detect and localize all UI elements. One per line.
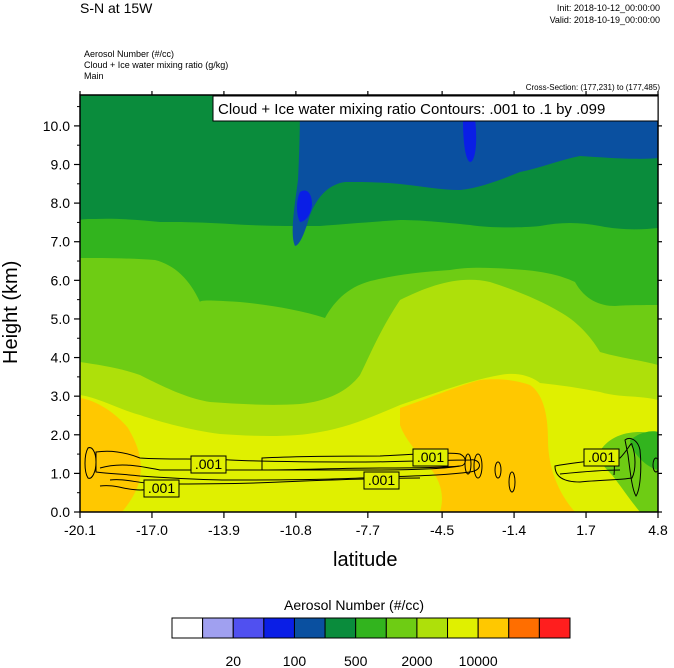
x-axis-label: latitude [333,549,398,571]
colorbar-tick-label: 20 [225,653,241,668]
y-tick-label: 0.0 [51,504,71,520]
contour-line [84,447,97,479]
contour-line [508,471,516,493]
x-tick-label: 1.7 [576,522,596,538]
y-tick-label: 10.0 [43,118,70,134]
cross-section-label: Cross-Section: (177,231) to (177,485) [525,83,660,92]
colorbar-tick-label: 2000 [401,653,432,668]
colorbar-swatch [538,617,571,639]
contour-label-box [190,455,227,474]
x-tick-label: -7.7 [356,522,380,538]
contour-label: .001 [588,449,615,465]
contour-legend: Cloud + Ice water mixing ratio Contours:… [212,95,659,122]
x-tick-label: -4.5 [430,522,454,538]
field-aerosol: Aerosol Number (#/cc) [84,49,175,59]
y-tick-label: 8.0 [51,195,71,211]
x-tick-label: 4.8 [648,522,668,538]
y-tick-label: 2.0 [51,427,71,443]
contour-label: .001 [368,472,395,488]
colorbar-swatch [171,617,204,639]
band-6 [292,95,658,246]
y-tick-label: 1.0 [51,465,71,481]
colorbar-swatch [477,617,510,639]
colorbar-swatch [263,617,295,639]
field-cloud-ice: Cloud + Ice water mixing ratio (g/kg) [84,60,229,70]
colorbar-swatch [324,617,357,639]
band-12 [630,431,658,470]
band-10 [400,379,575,512]
contour-legend-text: Cloud + Ice water mixing ratio Contours:… [218,101,605,118]
contour-line [559,469,621,475]
colorbar-tick-label: 100 [283,653,307,668]
colorbar-tick-label: 500 [344,653,368,668]
y-tick-label: 6.0 [51,272,71,288]
x-tick-label: -13.9 [208,522,240,538]
x-tick-label: -17.0 [136,522,168,538]
field-main: Main [84,71,104,81]
time-info: Init: 2018-10-12_00:00:00 Valid: 2018-10… [550,2,660,26]
field-list: Aerosol Number (#/cc) Cloud + Ice water … [84,49,228,82]
colorbar-swatch [293,617,326,639]
page-title: S-N at 15W [80,0,153,16]
colorbar-swatch [385,617,418,639]
contour-legend-box [212,95,659,122]
colorbar-swatch [355,617,387,639]
band-9 [80,398,141,512]
colorbar-swatch [447,617,479,639]
colorbar-swatch [232,617,265,639]
contour-label-box [143,479,180,498]
contour-label-box [363,471,400,490]
y-axis: 0.0 1.0 2.0 3.0 4.0 5.0 6.0 7.0 8.0 9.0 10.0 [43,106,662,520]
colorbar-swatch [202,617,234,639]
contour-line [624,437,642,497]
y-tick-label: 3.0 [51,388,71,404]
x-tick-label: -10.8 [280,522,312,538]
contour-label: .001 [417,449,444,465]
x-axis: -20.1 -17.0 -13.9 -10.8 -7.7 -4.5 -1.4 1.7 4.8 [64,91,668,538]
y-tick-label: 4.0 [51,350,71,366]
contour-label-box [583,448,620,467]
y-tick-label: 5.0 [51,311,71,327]
aerosol-field [80,95,658,512]
contour-label: .001 [195,456,222,472]
colorbar-title: Aerosol Number (#/cc) [284,597,425,613]
contour-line [473,453,483,479]
colorbar-tick-label: 10000 [459,653,498,668]
x-tick-label: -1.4 [502,522,526,538]
band-8 [297,190,312,222]
y-axis-label: Height (km) [0,260,22,364]
y-tick-label: 9.0 [51,157,71,173]
contour-label: .001 [148,480,175,496]
contour-line [652,457,658,473]
colorbar: 20 100 500 2000 10000 [171,617,571,668]
contour-line [494,461,502,479]
y-tick-label: 7.0 [51,234,71,250]
x-tick-label: -20.1 [64,522,96,538]
contour-labels: .001 .001 .001 .001 .001 [143,448,620,498]
init-time: Init: 2018-10-12_00:00:00 [556,3,660,13]
colorbar-swatch [416,617,449,639]
contour-line [464,453,472,475]
valid-time: Valid: 2018-10-19_00:00:00 [549,15,660,25]
colorbar-swatch [508,617,540,639]
plot-frame [79,94,659,513]
contour-label-box [412,448,449,467]
